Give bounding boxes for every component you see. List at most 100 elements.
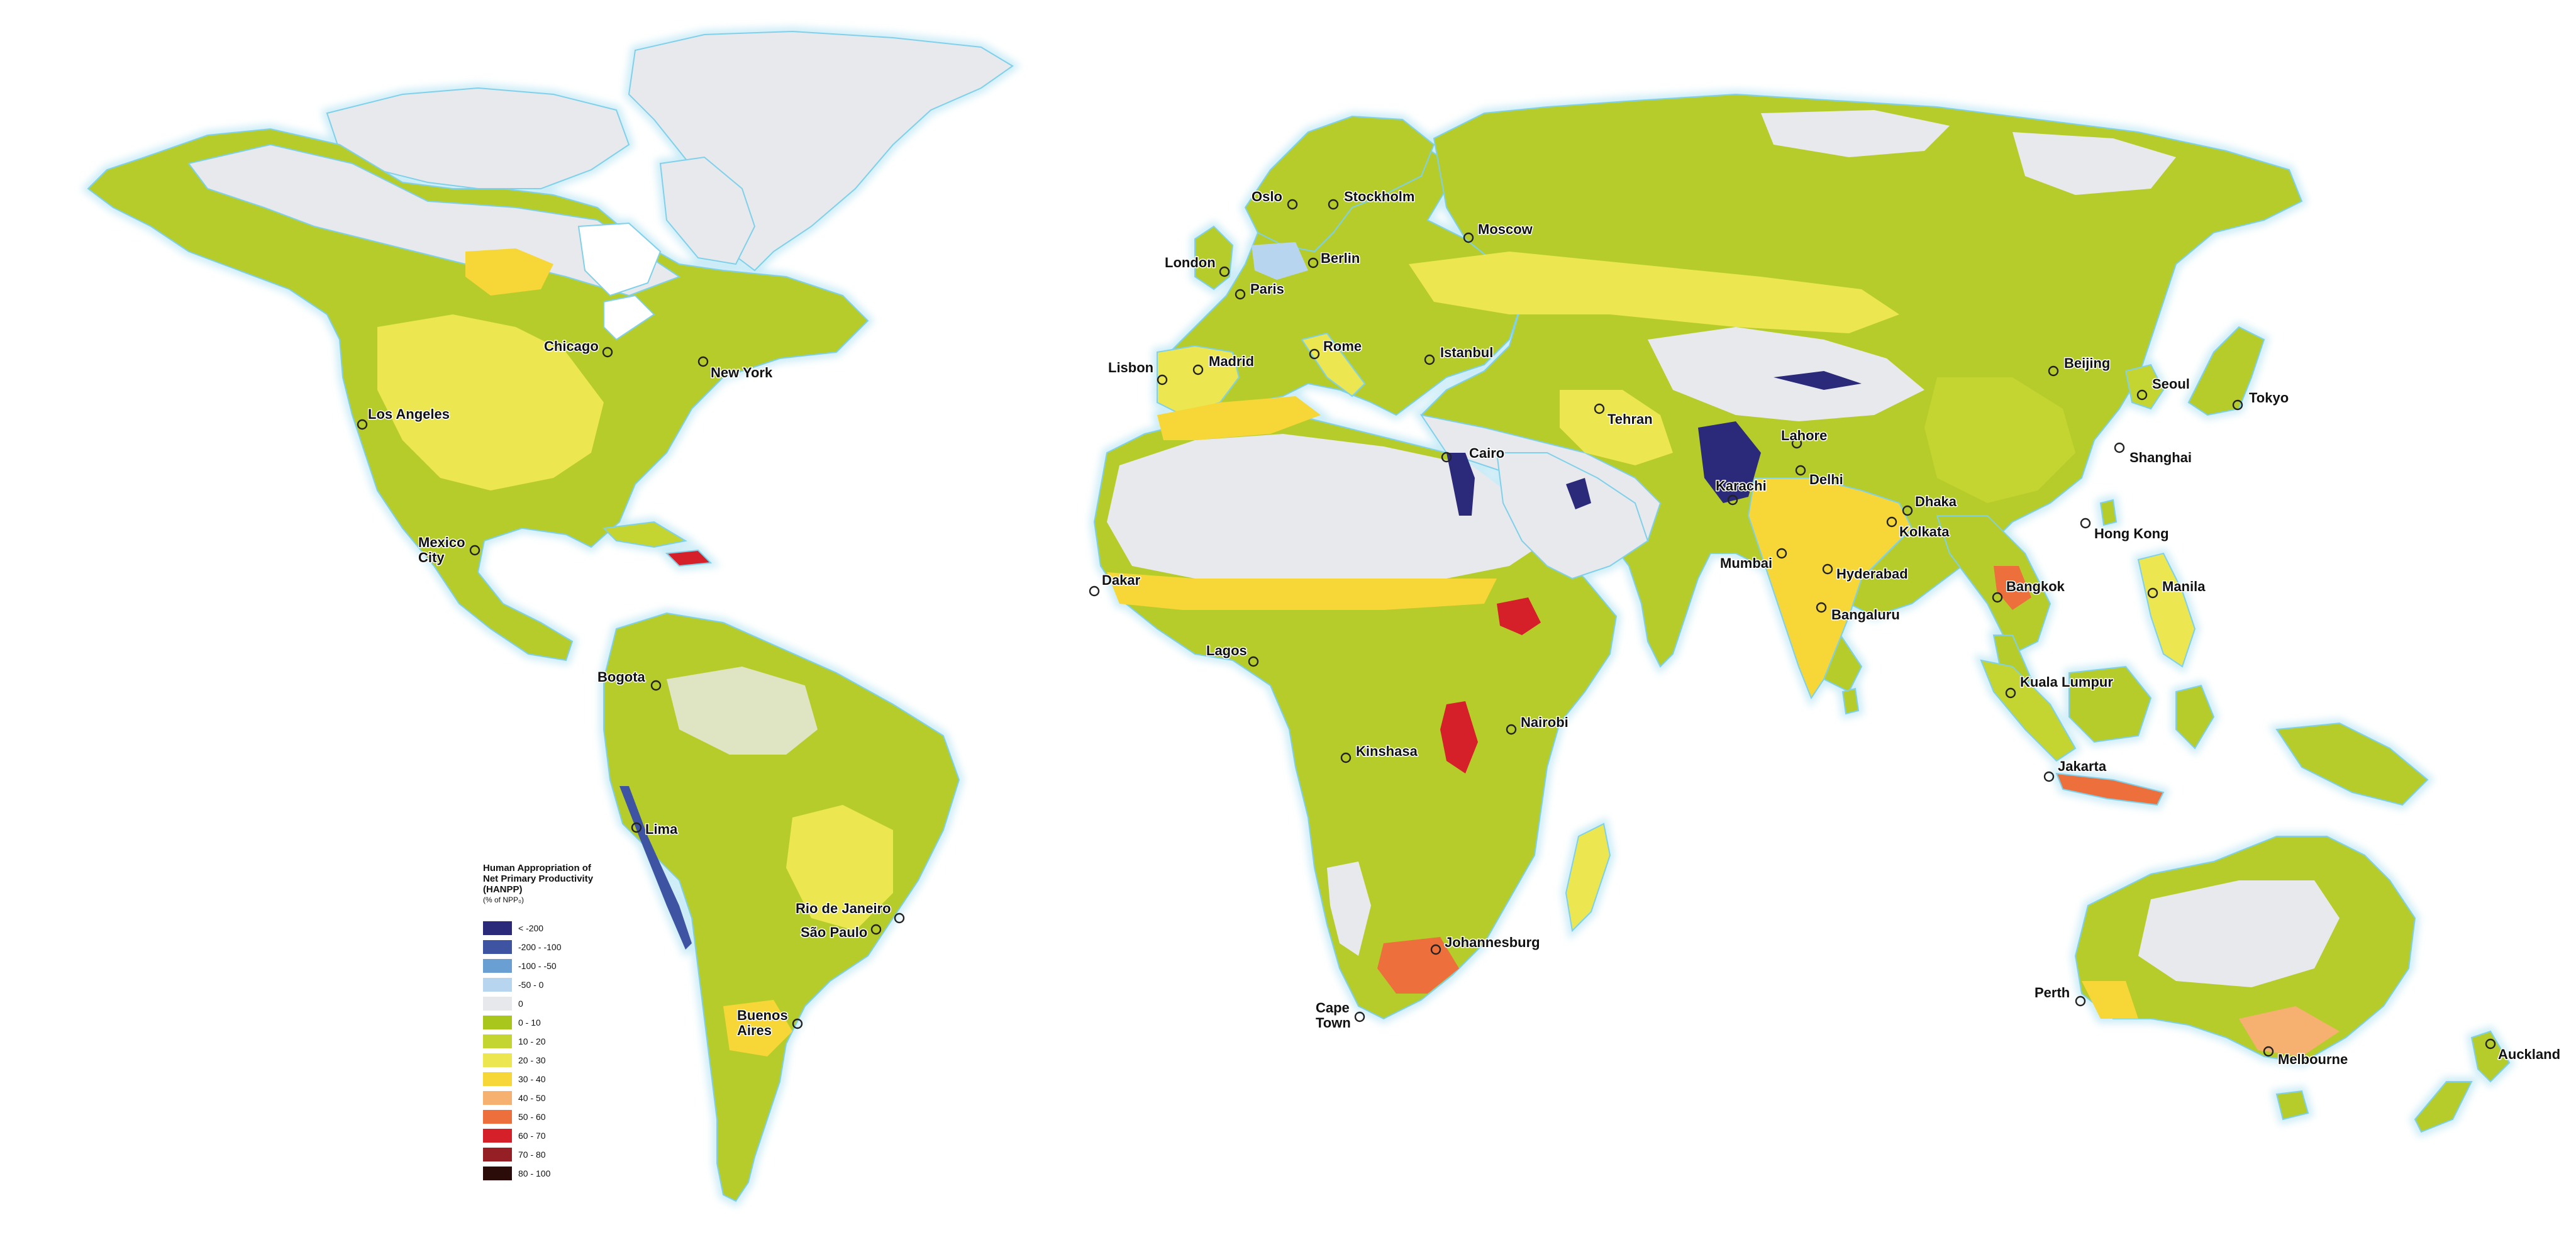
city-label-tehran: Tehran [1607,411,1653,427]
madagascar [1565,823,1611,933]
city-label-tokyo: Tokyo [2249,390,2289,406]
city-label-paris: Paris [1250,281,1284,297]
legend: Human Appropriation of Net Primary Produ… [483,863,647,1183]
sumatra [1980,659,2077,762]
legend-label: -200 - -100 [518,942,562,952]
city-dot-hyderabad [1822,563,1833,575]
city-label-kinshasa: Kinshasa [1356,743,1418,759]
city-label-los-angeles: Los Angeles [368,406,450,422]
legend-row: 60 - 70 [483,1126,647,1145]
city-dot-berlin [1307,257,1319,269]
city-dot-kolkata [1886,516,1897,528]
city-label-johannesburg: Johannesburg [1445,934,1540,950]
city-dot-bangaluru [1816,602,1827,613]
legend-title-line-1: Human Appropriation of [483,863,591,873]
east-africa-rift-red [1440,701,1478,773]
arabia-blue [1566,478,1591,509]
hudson-bay [577,222,662,297]
city-dot-seoul [2136,389,2148,401]
city-dot-kinshasa [1340,752,1352,763]
legend-swatch [483,1167,512,1180]
city-dot-auckland [2485,1038,2496,1050]
legend-label: 50 - 60 [518,1112,546,1122]
taiwan [2099,499,2118,526]
iberia [1157,345,1240,416]
city-dot-rio-de-janeiro [894,912,905,924]
cuba [602,521,687,548]
canada-tundra [187,143,681,297]
city-dot-cairo [1441,452,1452,463]
city-label-rio-de-janeiro: Rio de Janeiro [796,901,891,916]
city-label-hong-kong: Hong Kong [2094,526,2169,541]
city-label-cape-town: Cape Town [1316,1000,1351,1031]
central-asia-blue [1774,371,1862,390]
legend-row: 10 - 20 [483,1032,647,1051]
legend-swatch [483,997,512,1011]
city-dot-moscow [1463,232,1474,243]
city-dot-oslo [1287,199,1298,210]
new-guinea [2275,722,2429,806]
legend-row: 0 - 10 [483,1013,647,1032]
sulawesi [2175,684,2215,750]
city-dot-lima [631,822,642,833]
ethiopia-red [1497,597,1541,635]
city-dot-s-o-paulo [870,924,882,935]
city-dot-mumbai [1776,548,1787,559]
city-label-auckland: Auckland [2498,1046,2560,1062]
city-markers: Oslo Stockholm Moscow London Berlin Paris Chic… [357,188,2562,1068]
legend-label: 0 [518,999,523,1009]
city-dot-johannesburg [1430,944,1441,955]
land-layer [87,30,2511,1202]
sa-argentina-yellow [723,1000,792,1056]
australia-sw-yellow [2082,981,2138,1019]
namibia-grey [1327,862,1371,956]
legend-label: 10 - 20 [518,1036,546,1046]
city-label-new-york: New York [711,365,773,380]
city-label-mexico-city: Mexico City [418,535,465,565]
city-dot-delhi [1795,465,1806,476]
city-dot-jakarta [2043,771,2055,782]
city-dot-shanghai [2114,442,2125,453]
china-east [1924,377,2075,503]
legend-label: -100 - -50 [518,961,557,971]
legend-swatch [483,978,512,992]
legend-title-line-3: (HANPP) [483,884,523,895]
city-label-dakar: Dakar [1102,572,1141,588]
city-dot-dakar [1089,585,1100,597]
legend-label: 40 - 50 [518,1093,546,1103]
city-label-kuala-lumpur: Kuala Lumpur [2020,674,2113,690]
city-label-hyderabad: Hyderabad [1836,566,1908,582]
city-dot-nairobi [1506,724,1517,735]
city-dot-bangkok [1992,592,2003,603]
sa-andes-blue [619,786,692,950]
philippines [2137,552,2196,668]
legend-row: -200 - -100 [483,938,647,956]
city-label-delhi: Delhi [1809,472,1843,487]
city-label-cairo: Cairo [1469,445,1504,461]
city-label-istanbul: Istanbul [1440,345,1493,360]
city-dot-stockholm [1328,199,1339,210]
city-label-beijing: Beijing [2064,355,2110,371]
uk [1194,225,1234,291]
city-label-chicago: Chicago [544,338,599,354]
city-dot-chicago [602,346,613,358]
east-siberia-grey [2012,132,2176,195]
city-dot-paris [1235,289,1246,300]
us-plains [377,314,604,490]
city-label-nairobi: Nairobi [1521,714,1568,730]
city-dot-london [1219,266,1230,277]
legend-row: 70 - 80 [483,1145,647,1164]
city-dot-melbourne [2263,1046,2274,1057]
thailand-red [1994,566,2031,610]
legend-swatch [483,1110,512,1124]
legend-swatch [483,1034,512,1048]
korea [2124,363,2165,410]
city-label-seoul: Seoul [2152,376,2190,392]
sa-amazon-grey [667,667,818,755]
city-label-stockholm: Stockholm [1344,189,1414,204]
benelux-blue [1252,242,1308,280]
legend-swatch [483,1072,512,1086]
city-label-lahore: Lahore [1781,428,1827,443]
india [1747,477,1913,700]
city-dot-lisbon [1157,374,1168,385]
